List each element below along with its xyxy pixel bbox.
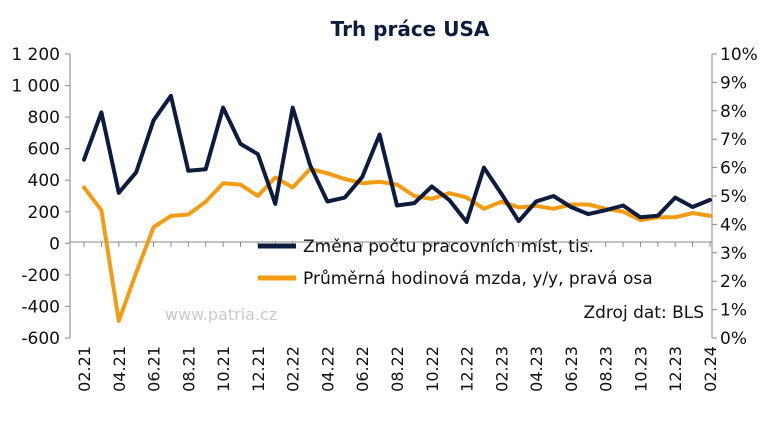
left-axis-ticks: -600 -400 -200 0 200 400 600 800 1 000 1 200 [11,45,70,349]
x-tick-label: 06.22 [353,346,372,392]
x-tick-label: 08.21 [179,346,198,392]
chart-title: Trh práce USA [331,17,490,41]
x-tick-label: 10.23 [631,346,650,392]
left-tick-label: 200 [28,203,60,223]
left-tick-label: -200 [21,266,60,286]
x-tick-label: 08.22 [388,346,407,392]
x-tick-label: 02.24 [701,346,720,392]
x-tick-label: 06.23 [562,346,581,392]
x-tick-label: 04.22 [318,346,337,392]
left-tick-label: 600 [28,140,60,160]
right-tick-label: 4% [720,215,747,235]
series-line-jobs [82,93,712,224]
right-tick-label: 1% [720,301,747,321]
x-tick-label: 02.21 [75,346,94,392]
x-tick-label: 10.22 [423,346,442,392]
left-tick-label: -600 [21,329,60,349]
x-tick-label: 06.21 [145,346,164,392]
left-tick-label: 800 [28,108,60,128]
right-tick-label: 8% [720,102,747,122]
legend-label-wage: Průměrná hodinová mzda, y/y, pravá osa [303,269,653,289]
series-layer [82,93,712,323]
x-tick-label: 08.23 [597,346,616,392]
right-tick-label: 2% [720,272,747,292]
x-tick-label: 02.23 [492,346,511,392]
right-tick-label: 7% [720,130,747,150]
x-tick-label: 04.23 [527,346,546,392]
x-tick-label: 12.22 [458,346,477,392]
x-tick-label: 02.22 [284,346,303,392]
source-note: Zdroj dat: BLS [583,303,704,323]
left-tick-label: 0 [49,234,60,254]
right-tick-label: 5% [720,187,747,207]
legend: Změna počtu pracovních míst, tis. Průměr… [258,237,653,289]
right-tick-label: 10% [720,45,758,65]
right-tick-label: 0% [720,329,747,349]
legend-label-jobs: Změna počtu pracovních míst, tis. [303,237,594,257]
left-tick-label: -400 [21,297,60,317]
x-axis-ticks: 02.21 04.21 06.21 08.21 10.21 12.21 02.22 04.22… [75,242,720,392]
right-tick-label: 3% [720,244,747,264]
left-tick-label: 400 [28,171,60,191]
watermark-text: www.patria.cz [165,305,277,324]
right-tick-label: 9% [720,73,747,93]
x-tick-label: 12.21 [249,346,268,392]
x-tick-label: 04.21 [110,346,129,392]
right-tick-label: 6% [720,159,747,179]
x-tick-label: 12.23 [666,346,685,392]
left-tick-label: 1 000 [11,77,60,97]
left-tick-label: 1 200 [11,45,60,65]
x-tick-label: 10.21 [214,346,233,392]
right-axis-ticks: 0% 1% 2% 3% 4% 5% 6% 7% 8% 9% 10% [712,45,758,349]
